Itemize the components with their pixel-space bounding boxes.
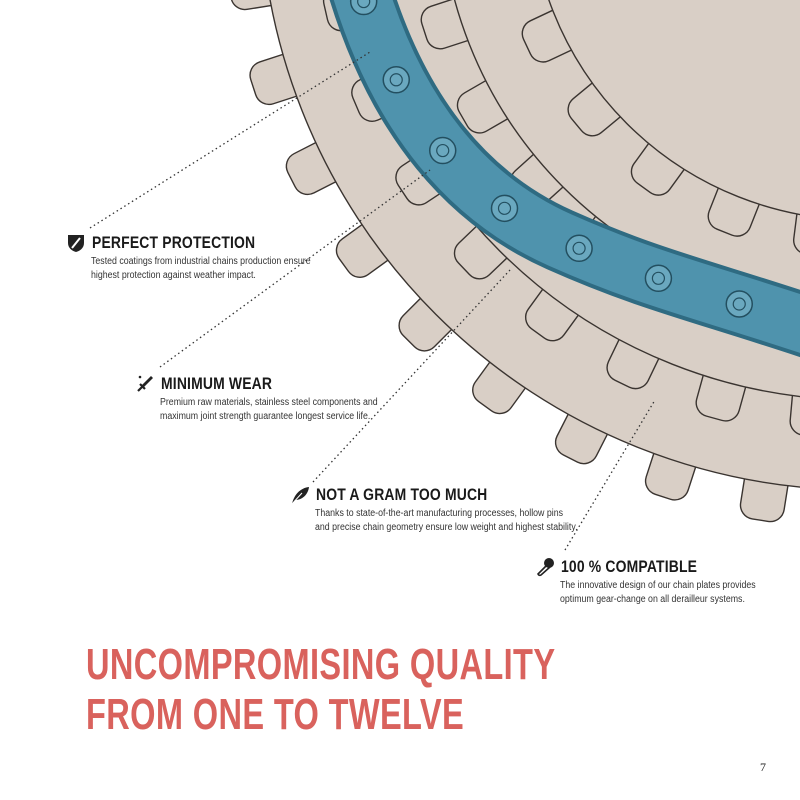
feature-text: The innovative design of our chain plate… xyxy=(560,580,756,605)
feature-text: Thanks to state-of-the-art manufacturing… xyxy=(315,508,578,533)
cog-tooth xyxy=(227,0,292,11)
feature-title: MINIMUM WEAR xyxy=(161,374,273,393)
shield-icon xyxy=(68,235,84,252)
feature-title: NOT A GRAM TOO MUCH xyxy=(316,485,488,504)
chain-pin-hole xyxy=(572,241,586,255)
feather-icon xyxy=(291,487,309,505)
sword-icon xyxy=(137,375,153,392)
feature-title: PERFECT PROTECTION xyxy=(92,233,256,252)
feature-minimum-wear: MINIMUM WEAR Premium raw materials, stai… xyxy=(135,374,420,424)
chain-illustration xyxy=(329,0,800,358)
safety-pin-icon xyxy=(537,558,554,577)
chain-pin xyxy=(382,66,410,94)
cog-ring xyxy=(548,0,800,216)
leader-line xyxy=(89,51,371,229)
chain-pin-hole xyxy=(389,73,403,87)
chain-pin-hole xyxy=(497,201,512,215)
headline: UNCOMPROMISING QUALITY FROM ONE TO TWELV… xyxy=(86,640,555,740)
chain-pin-hole xyxy=(357,0,371,9)
feature-not-a-gram-too-much: NOT A GRAM TOO MUCH Thanks to state-of-t… xyxy=(290,485,615,535)
chain-pin xyxy=(725,290,754,318)
feature-text: Premium raw materials, stainless steel c… xyxy=(160,397,378,422)
feature-title: 100 % COMPATIBLE xyxy=(561,557,698,576)
chain-pin-hole xyxy=(732,297,746,311)
feature-perfect-protection: PERFECT PROTECTION Tested coatings from … xyxy=(66,233,351,283)
headline-line-2: FROM ONE TO TWELVE xyxy=(86,690,465,739)
chain-pin xyxy=(644,264,673,293)
cog-tooth xyxy=(792,193,800,257)
headline-line-1: UNCOMPROMISING QUALITY xyxy=(86,640,556,689)
chain-pin-hole xyxy=(436,143,450,158)
leader-line xyxy=(159,169,431,368)
chain-pin-hole xyxy=(651,271,666,285)
feature-text: Tested coatings from industrial chains p… xyxy=(91,256,311,281)
cog-tooth xyxy=(789,374,800,438)
feature-100-compatible: 100 % COMPATIBLE The innovative design o… xyxy=(535,557,800,607)
leader-line xyxy=(312,269,511,483)
chain-pin xyxy=(565,234,593,263)
chain-pin xyxy=(428,136,457,165)
page-number: 7 xyxy=(760,760,766,774)
chain-band xyxy=(333,0,800,353)
leader-lines xyxy=(89,51,656,551)
chain-pin xyxy=(490,194,519,223)
